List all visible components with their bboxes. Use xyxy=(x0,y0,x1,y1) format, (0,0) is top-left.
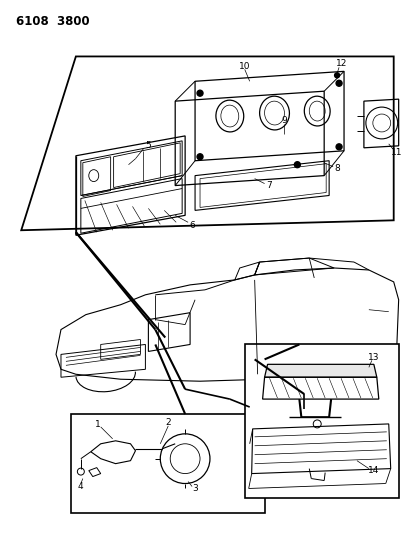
Text: 1: 1 xyxy=(95,421,101,430)
Text: 12: 12 xyxy=(336,59,348,68)
Bar xyxy=(245,344,399,498)
Text: 14: 14 xyxy=(368,466,379,475)
Text: 11: 11 xyxy=(391,148,402,157)
Circle shape xyxy=(197,90,203,96)
Bar xyxy=(71,414,264,513)
Text: 9: 9 xyxy=(282,117,287,125)
Text: 10: 10 xyxy=(239,62,251,71)
Circle shape xyxy=(197,154,203,160)
Polygon shape xyxy=(264,365,377,377)
Text: 4: 4 xyxy=(78,482,84,491)
Text: 6108  3800: 6108 3800 xyxy=(16,15,90,28)
Text: 3: 3 xyxy=(192,484,198,493)
Circle shape xyxy=(335,73,339,78)
Text: 2: 2 xyxy=(165,418,171,427)
Circle shape xyxy=(336,80,342,86)
Text: 5: 5 xyxy=(146,141,151,150)
Text: 8: 8 xyxy=(334,164,340,173)
Text: 13: 13 xyxy=(368,353,379,362)
Text: 6: 6 xyxy=(189,221,195,230)
Circle shape xyxy=(336,144,342,150)
Text: 7: 7 xyxy=(267,181,273,190)
Circle shape xyxy=(295,161,300,168)
